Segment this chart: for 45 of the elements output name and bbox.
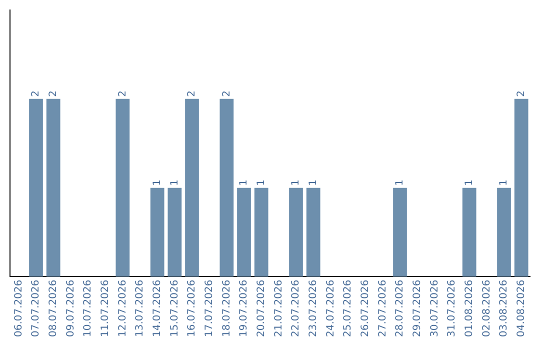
data-label: 1 bbox=[238, 179, 250, 186]
x-tick-label: 24.07.2026 bbox=[325, 280, 336, 338]
data-label: 2 bbox=[516, 90, 527, 97]
x-tick-label: 29.07.2026 bbox=[412, 280, 423, 338]
data-label: 2 bbox=[117, 90, 128, 97]
x-tick-label: 06.07.2026 bbox=[13, 280, 24, 338]
x-tick-label: 17.07.2026 bbox=[204, 280, 215, 338]
x-tick-label: 01.08.2026 bbox=[464, 280, 475, 338]
x-tick-label: 16.07.2026 bbox=[186, 280, 198, 338]
x-tick-label: 15.07.2026 bbox=[169, 280, 180, 338]
x-tick-label: 14.07.2026 bbox=[152, 280, 163, 338]
data-label: 1 bbox=[394, 179, 406, 186]
data-label: 1 bbox=[152, 179, 163, 186]
data-label: 1 bbox=[169, 179, 180, 186]
data-label: 1 bbox=[498, 179, 510, 186]
data-label: 1 bbox=[464, 179, 475, 186]
x-tick-label: 08.07.2026 bbox=[48, 280, 59, 338]
x-tick-label: 23.07.2026 bbox=[308, 280, 319, 338]
x-tick-label: 27.07.2026 bbox=[377, 280, 388, 338]
x-tick-label: 04.08.2026 bbox=[516, 280, 527, 338]
x-tick-label: 26.07.2026 bbox=[360, 280, 371, 338]
x-tick-label: 19.07.2026 bbox=[238, 280, 250, 338]
x-tick-label: 21.07.2026 bbox=[273, 280, 284, 338]
data-label: 2 bbox=[30, 90, 42, 97]
x-tick-label: 03.08.2026 bbox=[498, 280, 510, 338]
x-tick-label: 02.08.2026 bbox=[481, 280, 492, 338]
data-label: 2 bbox=[221, 90, 232, 97]
x-tick-label: 18.07.2026 bbox=[221, 280, 232, 338]
x-tick-label: 10.07.2026 bbox=[82, 280, 94, 338]
x-tick-label: 09.07.2026 bbox=[65, 280, 76, 338]
x-tick-label: 07.07.2026 bbox=[30, 280, 42, 338]
x-tick-label: 25.07.2026 bbox=[342, 280, 354, 338]
data-label: 1 bbox=[308, 179, 319, 186]
data-label: 1 bbox=[256, 179, 267, 186]
x-tick-label: 11.07.2026 bbox=[100, 280, 111, 338]
x-tick-label: 31.07.2026 bbox=[446, 280, 458, 338]
x-tick-label: 13.07.2026 bbox=[134, 280, 146, 338]
x-tick-label: 22.07.2026 bbox=[290, 280, 302, 338]
data-label: 2 bbox=[48, 90, 59, 97]
x-tick-label: 12.07.2026 bbox=[117, 280, 128, 338]
x-tick-label: 30.07.2026 bbox=[429, 280, 440, 338]
data-label: 2 bbox=[186, 90, 198, 97]
x-tick-label: 28.07.2026 bbox=[394, 280, 406, 338]
x-tick-label: 20.07.2026 bbox=[256, 280, 267, 338]
data-label: 1 bbox=[290, 179, 302, 186]
